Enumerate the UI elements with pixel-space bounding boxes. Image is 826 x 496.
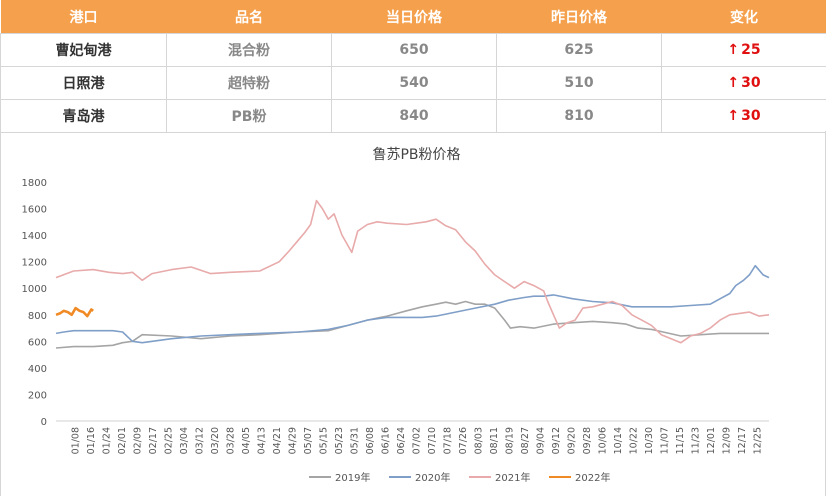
header-port: 港口 xyxy=(0,0,167,34)
cell-product: PB粉 xyxy=(166,99,332,133)
table-header-row: 港口 品名 当日价格 昨日价格 变化 xyxy=(0,0,826,34)
x-tick-label: 01/24 xyxy=(102,427,113,454)
cell-port: 青岛港 xyxy=(0,99,167,133)
cell-change: ↑ 25 xyxy=(661,33,826,67)
chart-svg: 鲁苏PB粉价格 0 200 400 600 800 1000 1200 1400 1600 1800… xyxy=(22,147,770,484)
y-tick-label: 1800 xyxy=(22,178,47,189)
series-line xyxy=(55,300,769,349)
x-tick-label: 02/25 xyxy=(164,427,175,454)
x-tick-label: 12/01 xyxy=(706,427,717,454)
cell-product: 混合粉 xyxy=(166,33,332,67)
up-arrow-icon: ↑ xyxy=(727,75,740,91)
x-tick-label: 07/18 xyxy=(443,427,454,454)
x-tick-label: 04/05 xyxy=(241,427,252,454)
x-tick-label: 06/16 xyxy=(381,427,392,454)
x-tick-label: 11/15 xyxy=(675,427,686,454)
series-line xyxy=(55,306,94,318)
x-tick-label: 11/23 xyxy=(691,427,702,454)
y-tick-label: 1200 xyxy=(22,258,47,269)
x-tick-label: 01/08 xyxy=(71,427,82,454)
x-tick-label: 03/12 xyxy=(195,427,206,454)
x-tick-label: 08/27 xyxy=(520,427,531,454)
x-tick-label: 09/04 xyxy=(536,427,547,454)
cell-product: 超特粉 xyxy=(166,66,332,100)
table-row: 青岛港 PB粉 840 810 ↑ 30 xyxy=(0,99,826,133)
legend-label: 2020年 xyxy=(415,471,450,484)
y-tick-label: 400 xyxy=(28,364,47,375)
x-tick-label: 07/26 xyxy=(458,427,469,454)
x-tick-label: 03/28 xyxy=(226,427,237,454)
x-tick-label: 06/08 xyxy=(365,427,376,454)
x-tick-label: 10/22 xyxy=(629,427,640,454)
x-tick-label: 12/09 xyxy=(722,427,733,454)
x-tick-label: 07/10 xyxy=(427,427,438,454)
cell-today-price: 840 xyxy=(331,99,497,133)
change-value: 25 xyxy=(741,42,761,58)
x-tick-label: 05/31 xyxy=(350,427,361,454)
x-tick-label: 06/24 xyxy=(396,427,407,454)
x-tick-label: 05/15 xyxy=(319,427,330,454)
header-change: 变化 xyxy=(661,0,826,34)
x-tick-label: 03/04 xyxy=(179,427,190,454)
x-tick-label: 09/12 xyxy=(551,427,562,454)
x-tick-label: 10/30 xyxy=(644,427,655,454)
x-tick-label: 02/09 xyxy=(133,427,144,454)
cell-yesterday-price: 625 xyxy=(496,33,662,67)
legend-label: 2022年 xyxy=(575,471,610,484)
chart-title: 鲁苏PB粉价格 xyxy=(372,147,460,163)
y-tick-label: 1600 xyxy=(22,205,47,216)
x-tick-label: 07/02 xyxy=(412,427,423,454)
y-tick-label: 1400 xyxy=(22,231,47,242)
table-row: 曹妃甸港 混合粉 650 625 ↑ 25 xyxy=(0,33,826,67)
series-line xyxy=(55,199,770,344)
x-tick-label: 08/11 xyxy=(489,427,500,454)
y-tick-label: 0 xyxy=(41,417,47,428)
x-tick-label: 08/03 xyxy=(474,427,485,454)
change-value: 30 xyxy=(741,75,761,91)
x-tick-label: 02/01 xyxy=(117,427,128,454)
cell-yesterday-price: 510 xyxy=(496,66,662,100)
price-table: 港口 品名 当日价格 昨日价格 变化 曹妃甸港 混合粉 650 625 ↑ 25 … xyxy=(0,0,826,133)
y-tick-label: 800 xyxy=(28,311,47,322)
cell-today-price: 540 xyxy=(331,66,497,100)
change-value: 30 xyxy=(741,108,761,124)
cell-change: ↑ 30 xyxy=(661,99,826,133)
cell-yesterday-price: 810 xyxy=(496,99,662,133)
y-tick-label: 1000 xyxy=(22,284,47,295)
x-tick-label: 04/13 xyxy=(257,427,268,454)
x-tick-label: 10/14 xyxy=(613,427,624,454)
y-tick-label: 200 xyxy=(28,390,47,401)
x-tick-label: 10/06 xyxy=(598,427,609,454)
x-tick-label: 12/25 xyxy=(753,427,764,454)
cell-port: 曹妃甸港 xyxy=(0,33,167,67)
series-line xyxy=(55,264,770,344)
x-tick-label: 11/07 xyxy=(660,427,671,454)
x-tick-label: 09/20 xyxy=(567,427,578,454)
y-tick-label: 600 xyxy=(28,337,47,348)
x-tick-label: 04/21 xyxy=(272,427,283,454)
x-tick-label: 02/17 xyxy=(148,427,159,454)
x-tick-label: 12/17 xyxy=(737,427,748,454)
price-line-chart: 鲁苏PB粉价格 0 200 400 600 800 1000 1200 1400 1600 1800… xyxy=(0,131,826,496)
header-product: 品名 xyxy=(166,0,332,34)
cell-today-price: 650 xyxy=(331,33,497,67)
cell-change: ↑ 30 xyxy=(661,66,826,100)
legend-label: 2021年 xyxy=(495,471,530,484)
up-arrow-icon: ↑ xyxy=(727,42,740,58)
x-tick-label: 01/16 xyxy=(86,427,97,454)
header-today-price: 当日价格 xyxy=(331,0,497,34)
up-arrow-icon: ↑ xyxy=(727,108,740,124)
x-tick-label: 04/29 xyxy=(288,427,299,454)
x-tick-label: 09/28 xyxy=(582,427,593,454)
x-tick-label: 03/20 xyxy=(210,427,221,454)
x-tick-label: 08/19 xyxy=(505,427,516,454)
x-tick-label: 05/07 xyxy=(303,427,314,454)
table-row: 日照港 超特粉 540 510 ↑ 30 xyxy=(0,66,826,100)
header-yesterday-price: 昨日价格 xyxy=(496,0,662,34)
cell-port: 日照港 xyxy=(0,66,167,100)
x-tick-label: 05/23 xyxy=(334,427,345,454)
legend-label: 2019年 xyxy=(335,471,370,484)
